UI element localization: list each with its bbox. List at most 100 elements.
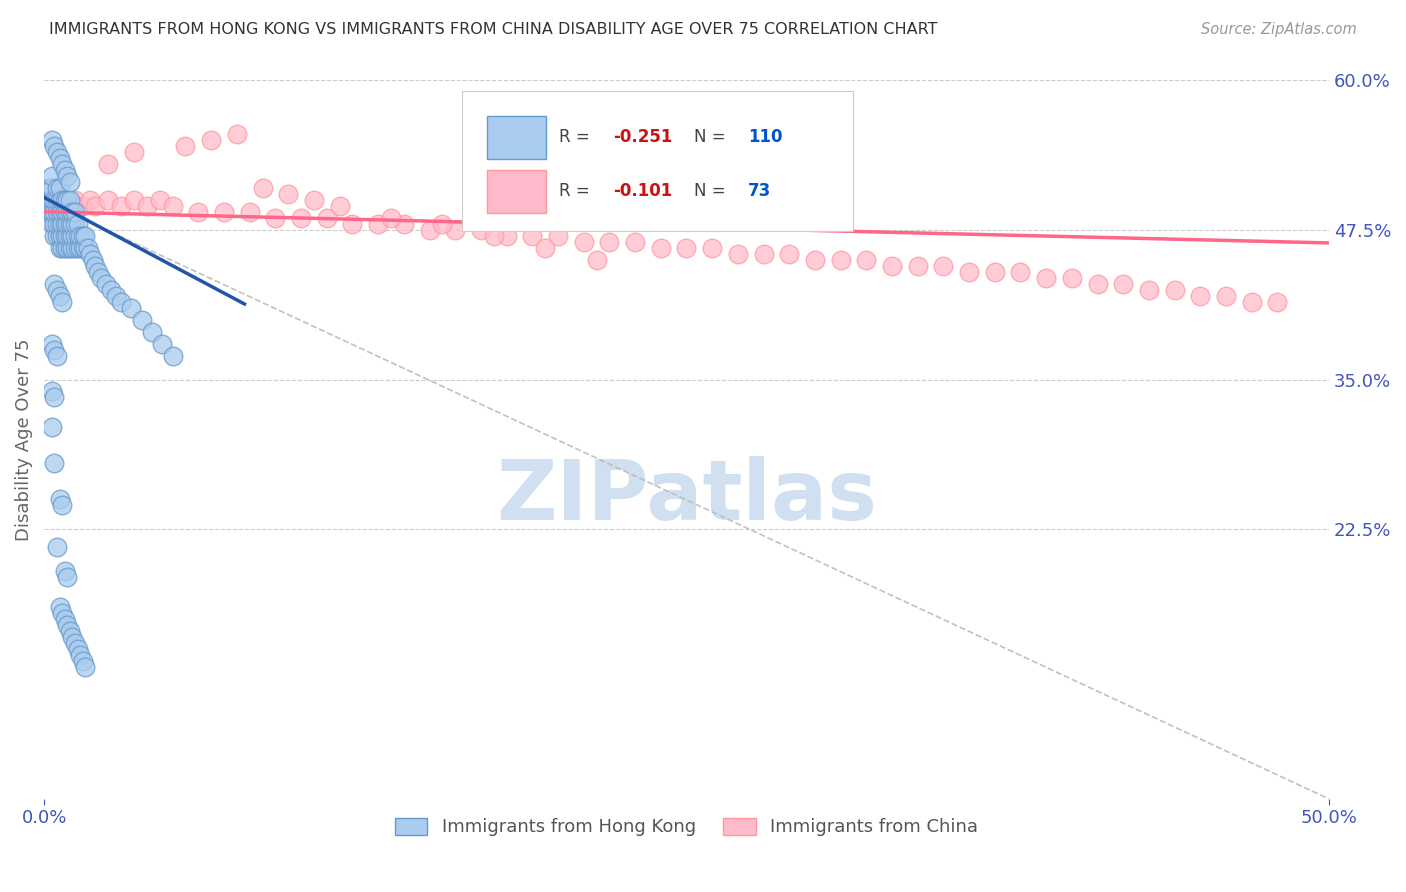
Point xyxy=(46,228,69,243)
Text: 73: 73 xyxy=(748,182,772,201)
Point xyxy=(46,283,69,297)
Point xyxy=(470,223,492,237)
Point xyxy=(59,624,82,639)
Point xyxy=(51,606,73,620)
Point xyxy=(392,217,415,231)
Point xyxy=(277,186,299,201)
Point xyxy=(46,181,69,195)
Point xyxy=(44,217,66,231)
Point xyxy=(252,181,274,195)
Point xyxy=(72,654,94,668)
Point xyxy=(69,241,91,255)
Point xyxy=(51,217,73,231)
Point xyxy=(1267,294,1289,309)
Point xyxy=(700,241,723,255)
Point xyxy=(59,204,82,219)
Point xyxy=(60,228,83,243)
Text: -0.251: -0.251 xyxy=(613,128,672,146)
Point xyxy=(46,193,69,207)
Point xyxy=(51,241,73,255)
Point xyxy=(46,349,69,363)
Point xyxy=(66,217,89,231)
Point xyxy=(1035,270,1057,285)
Text: -0.101: -0.101 xyxy=(613,182,672,201)
Point xyxy=(51,228,73,243)
Point xyxy=(534,241,557,255)
Point xyxy=(72,241,94,255)
Text: ZIPatlas: ZIPatlas xyxy=(496,457,877,537)
Point xyxy=(44,343,66,357)
Point xyxy=(48,151,70,165)
Point xyxy=(94,277,117,291)
Point xyxy=(624,235,647,249)
Point xyxy=(41,217,63,231)
Point xyxy=(59,193,82,207)
Point xyxy=(585,252,607,267)
Point xyxy=(131,312,153,326)
Point xyxy=(59,175,82,189)
Point xyxy=(56,217,79,231)
Point xyxy=(495,228,517,243)
Text: 110: 110 xyxy=(748,128,783,146)
Point xyxy=(63,204,86,219)
Point xyxy=(63,193,86,207)
Point xyxy=(482,228,505,243)
Point xyxy=(105,288,128,302)
Point xyxy=(41,420,63,434)
Point xyxy=(432,217,454,231)
Point xyxy=(53,204,76,219)
Point xyxy=(97,157,120,171)
Point xyxy=(48,181,70,195)
Point xyxy=(38,204,60,219)
Point xyxy=(598,235,620,249)
Point xyxy=(41,181,63,195)
Point xyxy=(315,211,337,225)
Point xyxy=(69,228,91,243)
Point xyxy=(75,228,97,243)
Point xyxy=(53,241,76,255)
Point xyxy=(44,391,66,405)
Point xyxy=(51,157,73,171)
Point xyxy=(122,145,145,159)
Point xyxy=(212,204,235,219)
Point xyxy=(97,193,120,207)
Point xyxy=(547,228,569,243)
FancyBboxPatch shape xyxy=(488,170,547,212)
Point xyxy=(804,252,827,267)
Point xyxy=(66,228,89,243)
Point xyxy=(38,193,60,207)
Point xyxy=(66,642,89,657)
Point xyxy=(380,211,402,225)
Point xyxy=(51,498,73,512)
Point xyxy=(46,217,69,231)
Point xyxy=(121,301,143,315)
Point xyxy=(48,217,70,231)
Point xyxy=(59,241,82,255)
Point xyxy=(149,193,172,207)
Point xyxy=(135,199,157,213)
Point xyxy=(46,540,69,554)
Point xyxy=(41,133,63,147)
Point xyxy=(59,217,82,231)
Point xyxy=(53,193,76,207)
Point xyxy=(75,241,97,255)
Point xyxy=(48,492,70,507)
Point xyxy=(162,349,184,363)
Point xyxy=(44,204,66,219)
Point xyxy=(239,204,262,219)
Point xyxy=(82,252,104,267)
Point xyxy=(56,204,79,219)
Point xyxy=(60,241,83,255)
Point xyxy=(187,204,209,219)
Point xyxy=(675,241,697,255)
Point xyxy=(48,204,70,219)
Point xyxy=(75,660,97,674)
Point xyxy=(41,384,63,399)
Text: IMMIGRANTS FROM HONG KONG VS IMMIGRANTS FROM CHINA DISABILITY AGE OVER 75 CORREL: IMMIGRANTS FROM HONG KONG VS IMMIGRANTS … xyxy=(49,22,938,37)
Point xyxy=(855,252,877,267)
Point xyxy=(56,169,79,183)
Point xyxy=(48,228,70,243)
Point xyxy=(41,336,63,351)
Point xyxy=(56,228,79,243)
Point xyxy=(752,246,775,260)
